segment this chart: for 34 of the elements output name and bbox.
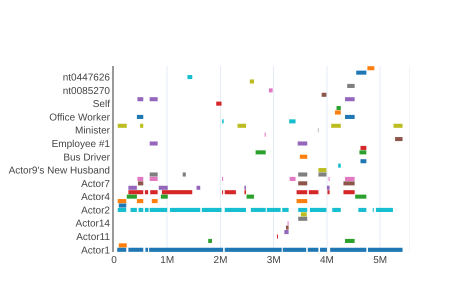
y-tick-label: Bus Driver <box>63 152 111 164</box>
y-tick-label: Actor7 <box>81 178 110 190</box>
x-tick-label: 4M <box>320 255 334 266</box>
y-tick-label: Office Worker <box>49 112 111 124</box>
y-tick-label: Self <box>92 99 110 110</box>
bar <box>332 208 341 212</box>
y-tick-label: nt0447626 <box>62 72 110 84</box>
x-tick-label: 1M <box>160 255 174 266</box>
x-tick-label: 0 <box>111 255 118 266</box>
bar <box>358 208 366 212</box>
y-tick-label: Actor11 <box>76 232 110 243</box>
bar <box>310 208 326 212</box>
bar <box>298 181 308 186</box>
y-tick-label: Actor4 <box>81 192 110 204</box>
bar <box>376 208 393 212</box>
bar <box>395 137 403 142</box>
x-tick-label: 3M <box>266 255 281 266</box>
y-tick-label: nt0085270 <box>62 86 110 97</box>
y-tick-label: Actor14 <box>76 218 110 230</box>
bar <box>138 181 144 186</box>
bar <box>286 226 289 230</box>
x-tick-label: 5M <box>373 255 388 266</box>
y-tick-label: Actor2 <box>81 205 110 216</box>
y-tick-label: Minister <box>74 126 111 137</box>
bar <box>196 186 200 190</box>
bar <box>322 92 326 97</box>
y-tick-label: Employee #1 <box>52 139 110 150</box>
bar <box>343 181 355 186</box>
y-tick-label: Actor1 <box>81 245 110 256</box>
bar <box>318 172 326 177</box>
bar <box>345 97 355 102</box>
y-tick-label: Actor9's New Husband <box>8 166 110 177</box>
x-tick-label: 2M <box>214 255 228 266</box>
bar <box>298 208 308 212</box>
